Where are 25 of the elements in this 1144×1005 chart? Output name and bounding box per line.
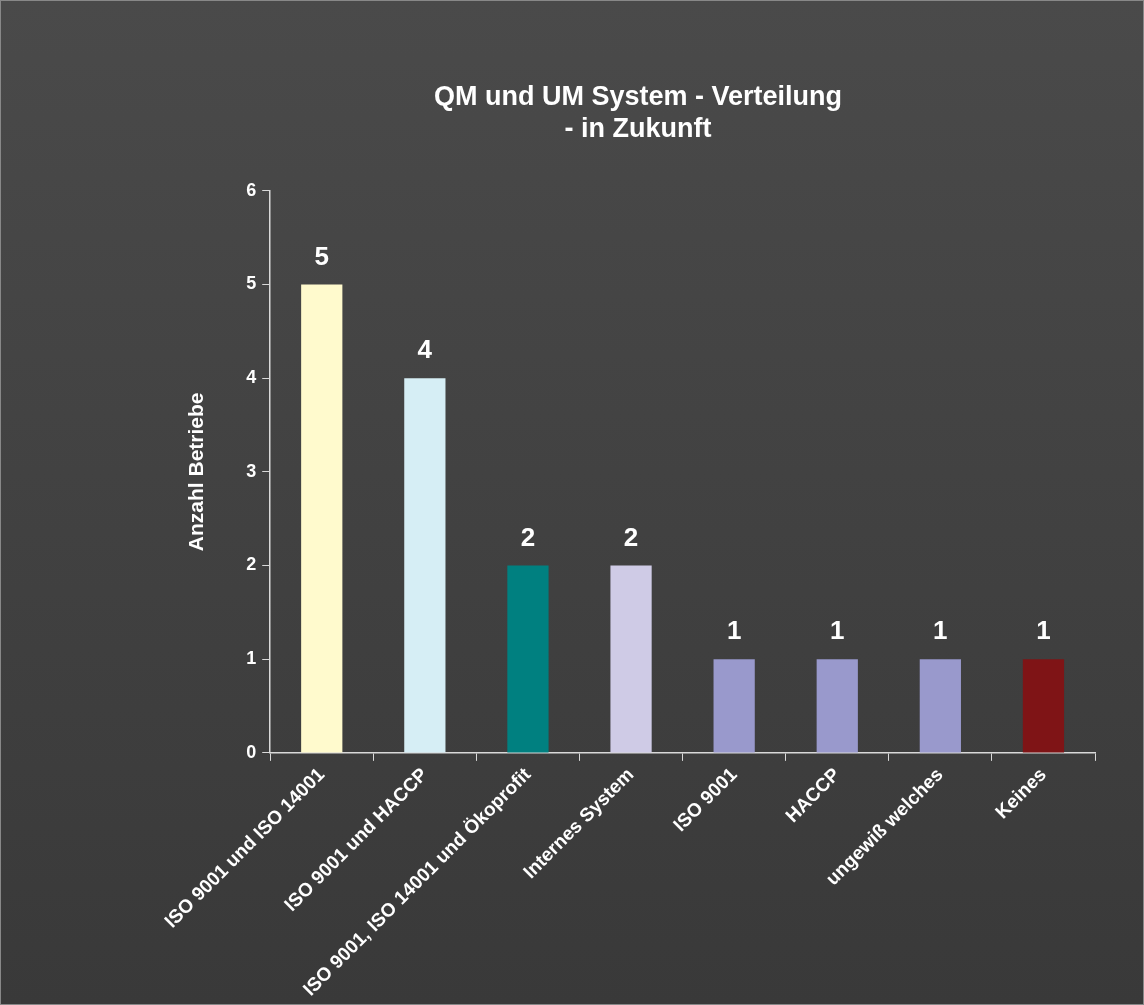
bar: [1022, 659, 1065, 753]
data-label: 5: [314, 240, 329, 271]
data-label: 1: [830, 615, 845, 646]
bar: [507, 565, 549, 753]
y-tick-label: 0: [246, 741, 257, 762]
bar: [713, 659, 755, 753]
chart-title: QM und UM System - Verteilung - in Zukunft: [433, 80, 843, 144]
y-tick-label: 1: [246, 648, 257, 669]
data-label: 4: [417, 334, 433, 365]
data-label: 2: [623, 521, 639, 552]
y-axis-title: Anzahl Betriebe: [184, 392, 208, 552]
data-label: 1: [726, 615, 742, 646]
data-label: 2: [520, 521, 536, 552]
y-tick-label: 4: [246, 367, 257, 388]
y-tick-label: 3: [246, 460, 257, 481]
data-label: 1: [933, 615, 948, 646]
bar: [610, 565, 652, 753]
y-tick-label: 6: [246, 179, 257, 200]
bar: [919, 659, 961, 753]
bar: [404, 378, 446, 753]
data-label: 1: [1036, 615, 1051, 646]
bar: [301, 284, 343, 753]
y-tick-label: 2: [246, 554, 257, 575]
y-tick-label: 5: [246, 273, 257, 294]
bar: [816, 659, 858, 753]
